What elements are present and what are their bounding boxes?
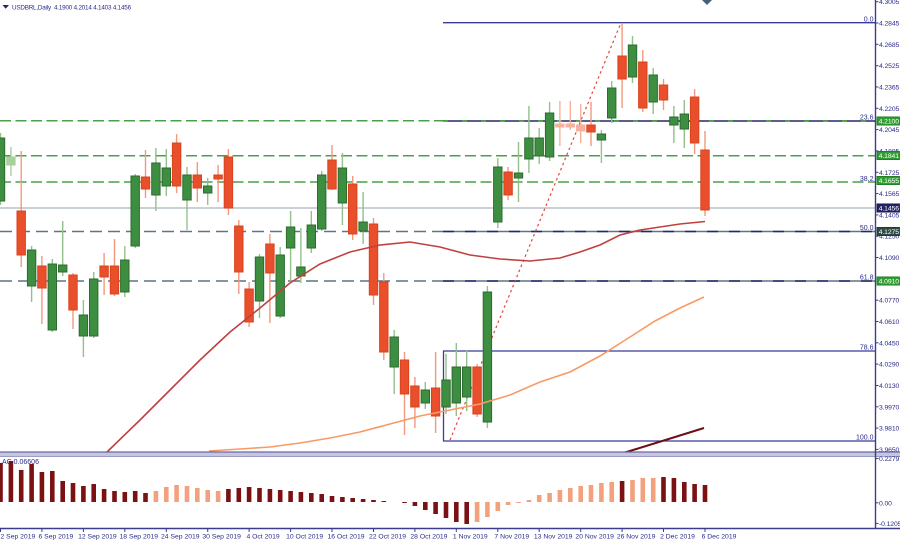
svg-text:10 Oct 2019: 10 Oct 2019 bbox=[286, 534, 323, 541]
svg-text:22 Oct 2019: 22 Oct 2019 bbox=[369, 534, 406, 541]
svg-text:4.0770: 4.0770 bbox=[879, 298, 900, 305]
svg-text:78.6: 78.6 bbox=[860, 345, 874, 352]
svg-text:4.1655: 4.1655 bbox=[879, 178, 900, 185]
svg-text:4.1275: 4.1275 bbox=[879, 229, 900, 236]
svg-text:4.1250: 4.1250 bbox=[879, 234, 900, 241]
svg-text:12 Sep 2019: 12 Sep 2019 bbox=[78, 534, 117, 541]
svg-text:18 Sep 2019: 18 Sep 2019 bbox=[120, 534, 159, 541]
svg-text:0.22797: 0.22797 bbox=[879, 456, 900, 463]
svg-text:4.2685: 4.2685 bbox=[879, 42, 900, 49]
svg-text:4.0610: 4.0610 bbox=[879, 319, 900, 326]
svg-text:4.2045: 4.2045 bbox=[879, 127, 900, 134]
svg-text:AC 0.06606: AC 0.06606 bbox=[2, 459, 39, 466]
svg-text:23.6: 23.6 bbox=[860, 115, 874, 122]
svg-text:3.9650: 3.9650 bbox=[879, 447, 900, 454]
svg-text:3.9970: 3.9970 bbox=[879, 404, 900, 411]
svg-text:24 Sep 2019: 24 Sep 2019 bbox=[161, 534, 200, 541]
svg-text:4.2100: 4.2100 bbox=[879, 119, 900, 126]
svg-text:0.00: 0.00 bbox=[879, 500, 892, 507]
svg-text:4.3005: 4.3005 bbox=[879, 0, 900, 6]
svg-text:7 Nov 2019: 7 Nov 2019 bbox=[494, 534, 529, 541]
svg-text:4.1841: 4.1841 bbox=[879, 153, 900, 160]
svg-text:4.0130: 4.0130 bbox=[879, 383, 900, 390]
svg-text:20 Nov 2019: 20 Nov 2019 bbox=[575, 534, 614, 541]
svg-text:100.0: 100.0 bbox=[856, 435, 874, 442]
svg-text:-0.12058: -0.12058 bbox=[879, 521, 900, 528]
svg-text:4.1456: 4.1456 bbox=[879, 206, 900, 213]
svg-text:50.0: 50.0 bbox=[860, 225, 874, 232]
svg-text:4.1405: 4.1405 bbox=[879, 212, 900, 219]
svg-text:26 Nov 2019: 26 Nov 2019 bbox=[617, 534, 656, 541]
svg-text:16 Oct 2019: 16 Oct 2019 bbox=[327, 534, 364, 541]
svg-text:6 Sep 2019: 6 Sep 2019 bbox=[39, 534, 74, 541]
svg-text:USDBRL,Daily 4.1900 4.2014 4.: USDBRL,Daily 4.1900 4.2014 4.1403 4.1456 bbox=[12, 5, 132, 12]
svg-text:4.0910: 4.0910 bbox=[879, 279, 900, 286]
svg-text:4.2845: 4.2845 bbox=[879, 21, 900, 28]
svg-text:2 Sep 2019: 2 Sep 2019 bbox=[1, 534, 36, 541]
svg-text:38.2: 38.2 bbox=[860, 176, 874, 183]
svg-text:4.1725: 4.1725 bbox=[879, 170, 900, 177]
svg-text:4.2205: 4.2205 bbox=[879, 106, 900, 113]
svg-text:2 Dec 2019: 2 Dec 2019 bbox=[660, 534, 695, 541]
svg-text:4.0290: 4.0290 bbox=[879, 362, 900, 369]
svg-text:6 Dec 2019: 6 Dec 2019 bbox=[702, 534, 737, 541]
svg-text:4.1565: 4.1565 bbox=[879, 191, 900, 198]
svg-text:4.2365: 4.2365 bbox=[879, 85, 900, 92]
svg-text:3.9810: 3.9810 bbox=[879, 426, 900, 433]
svg-text:4 Oct 2019: 4 Oct 2019 bbox=[246, 534, 279, 541]
svg-text:1 Nov 2019: 1 Nov 2019 bbox=[453, 534, 488, 541]
svg-text:28 Oct 2019: 28 Oct 2019 bbox=[410, 534, 447, 541]
svg-text:4.1090: 4.1090 bbox=[879, 255, 900, 262]
svg-text:0.0: 0.0 bbox=[864, 16, 874, 23]
svg-text:4.2525: 4.2525 bbox=[879, 63, 900, 70]
svg-text:30 Sep 2019: 30 Sep 2019 bbox=[202, 534, 241, 541]
svg-text:13 Nov 2019: 13 Nov 2019 bbox=[534, 534, 573, 541]
svg-text:4.0450: 4.0450 bbox=[879, 340, 900, 347]
svg-text:61.8: 61.8 bbox=[860, 275, 874, 282]
